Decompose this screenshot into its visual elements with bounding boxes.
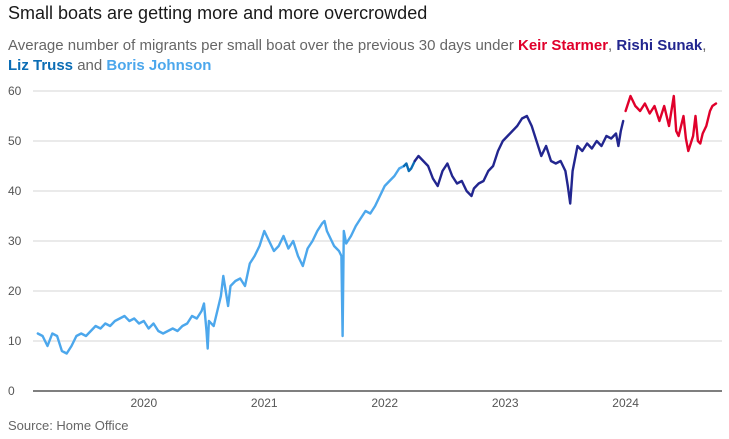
chart-subtitle: Average number of migrants per small boa…	[8, 36, 708, 76]
x-tick-label: 2021	[251, 396, 278, 410]
y-tick-label: 30	[8, 234, 22, 248]
chart-title: Small boats are getting more and more ov…	[8, 3, 428, 23]
legend-sunak: Rishi Sunak	[616, 37, 703, 54]
subtitle-and: and	[73, 57, 107, 74]
series-line-boris-johnson	[36, 164, 406, 355]
subtitle-prefix: Average number of migrants per small boa…	[8, 37, 518, 54]
y-tick-label: 20	[8, 284, 22, 298]
y-tick-label: 0	[8, 384, 15, 398]
y-tick-label: 60	[8, 84, 22, 98]
series-line-rishi-sunak	[413, 114, 625, 205]
series-line-keir-starmer	[624, 94, 718, 153]
subtitle-separator: ,	[608, 37, 617, 54]
series-line-liz-truss	[402, 159, 416, 173]
x-tick-label: 2024	[612, 396, 639, 410]
source-note: Source: Home Office	[8, 418, 129, 433]
x-tick-label: 2023	[492, 396, 519, 410]
x-tick-label: 2020	[130, 396, 157, 410]
y-tick-label: 10	[8, 334, 22, 348]
y-tick-label: 50	[8, 134, 22, 148]
y-tick-label: 40	[8, 184, 22, 198]
x-tick-label: 2022	[371, 396, 398, 410]
legend-starmer: Keir Starmer	[518, 37, 609, 54]
legend-johnson: Boris Johnson	[106, 57, 212, 74]
subtitle-separator: ,	[702, 37, 707, 54]
legend-truss: Liz Truss	[8, 57, 74, 74]
